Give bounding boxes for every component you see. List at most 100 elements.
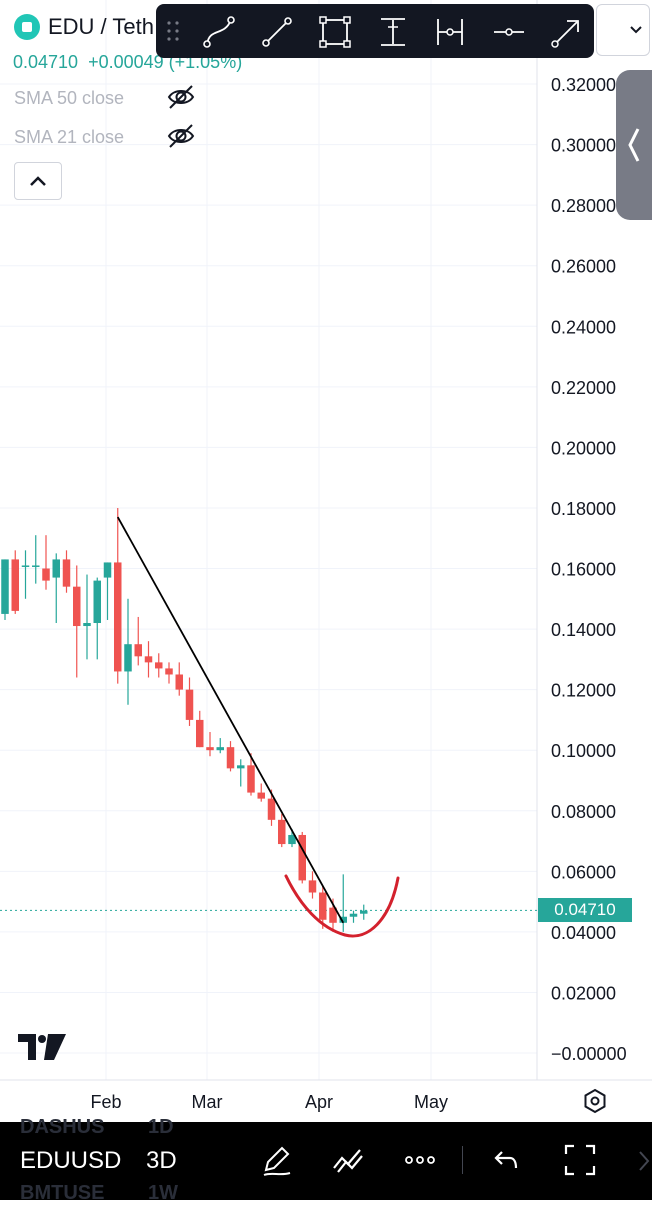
candle <box>83 574 91 660</box>
eye-off-icon[interactable] <box>166 121 196 151</box>
collapse-indicators-button[interactable] <box>14 162 62 200</box>
chevron-left-icon <box>628 128 640 162</box>
eye-off-icon[interactable] <box>166 82 196 112</box>
candle <box>257 783 265 802</box>
arrow-icon[interactable] <box>550 15 584 49</box>
edu-coin-icon <box>14 14 40 40</box>
measure-icon[interactable] <box>434 15 468 49</box>
candle <box>114 507 122 684</box>
candle <box>339 874 347 932</box>
candles <box>1 507 368 932</box>
candle <box>52 553 60 624</box>
settings-icon[interactable] <box>582 1088 608 1114</box>
prev-interval[interactable]: 1D <box>148 1116 174 1138</box>
interval-selector[interactable]: 3D <box>146 1147 177 1174</box>
trend-line[interactable] <box>116 516 345 924</box>
bottom-bar: DASHUS 1D BMTUSE 1W <box>0 1116 652 1204</box>
candle <box>62 550 71 593</box>
prev-symbol[interactable]: DASHUS <box>20 1116 105 1138</box>
candle <box>93 577 101 660</box>
chevron-down-icon <box>630 26 642 34</box>
price-tick-label: 0.02000 <box>551 983 616 1003</box>
candle <box>11 550 19 614</box>
candle <box>124 598 132 705</box>
candle <box>1 559 9 620</box>
fullscreen-icon[interactable] <box>562 1142 598 1178</box>
candle <box>206 732 214 757</box>
more-icon[interactable] <box>402 1142 438 1178</box>
candle <box>21 550 30 599</box>
price-tick-label: 0.32000 <box>551 75 616 95</box>
last-price: 0.04710 <box>13 52 79 72</box>
pair-label: EDU / Teth <box>48 14 154 39</box>
price-tick-label: 0.28000 <box>551 196 616 216</box>
drawing-toolbar[interactable] <box>156 4 594 58</box>
candle <box>134 616 142 666</box>
time-tick-label: Feb <box>90 1092 121 1112</box>
candle <box>237 759 245 787</box>
candle <box>165 662 173 684</box>
price-tick-label: 0.14000 <box>551 620 616 640</box>
undo-icon[interactable] <box>488 1142 524 1178</box>
drag-handle-icon[interactable] <box>166 20 180 42</box>
time-tick-label: May <box>414 1092 448 1112</box>
price-tick-label: 0.16000 <box>551 560 616 580</box>
next-interval[interactable]: 1W <box>148 1182 178 1204</box>
indicator-sma50[interactable]: SMA 50 close <box>14 85 195 109</box>
price-tick-label: 0.30000 <box>551 136 616 156</box>
symbol-header[interactable]: EDU / Teth <box>14 14 154 40</box>
time-axis[interactable]: Feb Mar Apr May <box>90 1092 448 1112</box>
trend-line-icon[interactable] <box>260 15 294 49</box>
tradingview-logo-icon <box>18 1034 66 1060</box>
price-tick-label: 0.24000 <box>551 317 616 337</box>
candle <box>216 738 224 754</box>
dropdown-button[interactable] <box>596 4 650 56</box>
candle <box>42 535 50 590</box>
candle <box>32 535 40 584</box>
candle <box>308 871 317 899</box>
candle <box>349 910 358 923</box>
pen-icon[interactable] <box>258 1142 294 1178</box>
candle <box>196 710 204 748</box>
candle <box>247 753 255 796</box>
candle <box>144 641 153 678</box>
side-panel-tab[interactable] <box>616 70 652 220</box>
curve-icon[interactable] <box>202 15 236 49</box>
indicator-sma21[interactable]: SMA 21 close <box>14 124 195 148</box>
price-tick-label: 0.22000 <box>551 378 616 398</box>
price-tick-label: 0.08000 <box>551 802 616 822</box>
candle <box>175 662 183 696</box>
symbol-selector[interactable]: EDUUSD <box>20 1147 122 1174</box>
text-cursor-icon[interactable] <box>376 15 410 49</box>
next-symbol[interactable]: BMTUSE <box>20 1182 105 1204</box>
indicator-label: SMA 50 close <box>14 88 125 108</box>
toolbar-divider <box>462 1146 463 1174</box>
chevron-right-icon[interactable] <box>636 1148 652 1174</box>
candle <box>267 789 276 826</box>
indicator-label: SMA 21 close <box>14 127 125 147</box>
candle <box>360 904 368 920</box>
price-tick-label: 0.10000 <box>551 741 616 761</box>
candle <box>103 562 112 620</box>
price-axis[interactable]: 0.32000 0.30000 0.28000 0.26000 0.24000 0.220… <box>551 75 627 1064</box>
drawings-icon[interactable] <box>330 1142 366 1178</box>
time-tick-label: Apr <box>305 1092 333 1112</box>
price-tick-label: 0.18000 <box>551 499 616 519</box>
horizontal-ray-icon[interactable] <box>492 15 526 49</box>
candle <box>319 886 327 929</box>
current-price-badge: 0.04710 <box>538 898 632 923</box>
candle <box>226 741 235 772</box>
price-tick-label: 0.12000 <box>551 681 616 701</box>
chevron-up-icon <box>30 176 46 186</box>
price-tick-label: −0.00000 <box>551 1044 627 1064</box>
candle <box>298 831 306 884</box>
price-tick-label: 0.04000 <box>551 923 616 943</box>
candle <box>185 677 194 726</box>
candle <box>155 653 163 678</box>
annotation-curve[interactable] <box>284 874 400 938</box>
chart-grid <box>0 0 537 1080</box>
candle <box>73 565 81 678</box>
price-tick-label: 0.26000 <box>551 257 616 277</box>
rectangle-icon[interactable] <box>318 15 352 49</box>
